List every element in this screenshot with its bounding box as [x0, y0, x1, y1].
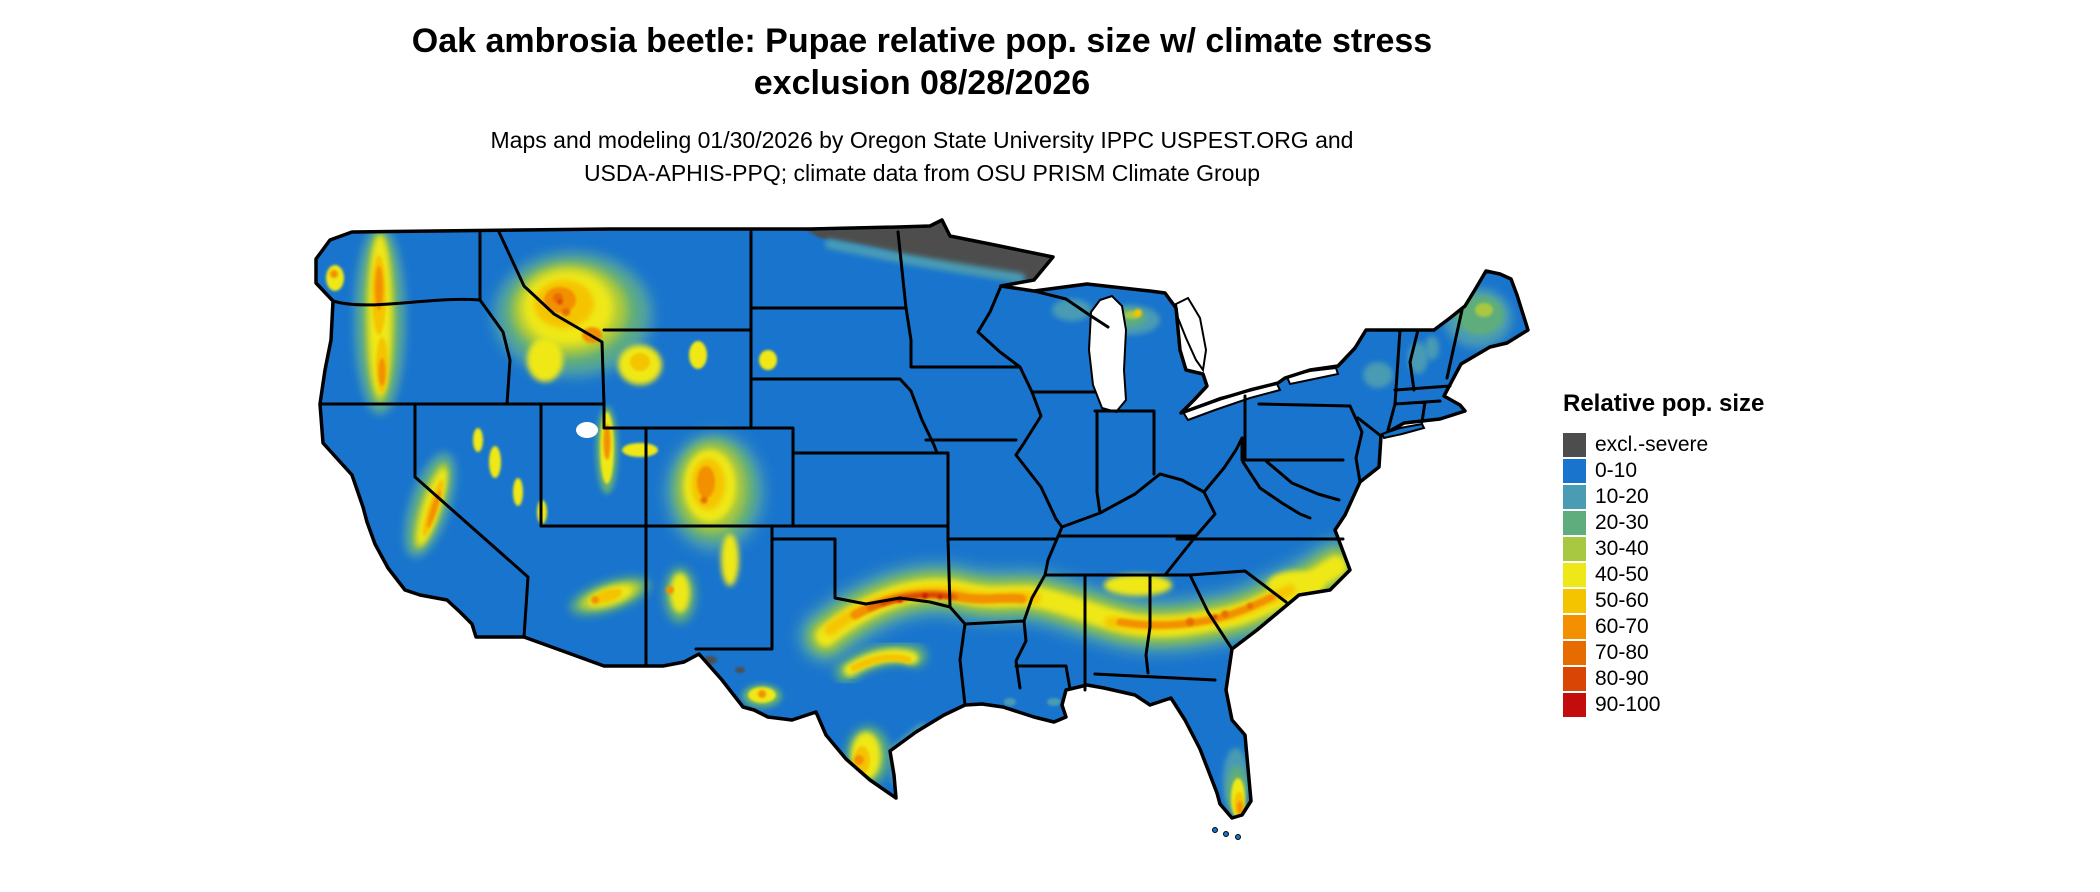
- class-80-90-stroke: [880, 593, 952, 606]
- florida-keys: [1212, 827, 1241, 840]
- legend-swatch: [1563, 588, 1586, 613]
- legend-item: 10-20: [1563, 484, 1764, 509]
- legend-items: excl.-severe 0-10 10-20 20-30 30-40 40-50 50-6…: [1563, 432, 1764, 717]
- lake-michigan: [1087, 294, 1128, 414]
- legend-item: excl.-severe: [1563, 432, 1764, 457]
- figure-subtitle: Maps and modeling 01/30/2026 by Oregon S…: [0, 124, 1844, 190]
- legend-title: Relative pop. size: [1563, 390, 1765, 417]
- legend-swatch: [1563, 692, 1586, 717]
- us-map: [314, 218, 1530, 840]
- long-island: [1380, 422, 1426, 440]
- legend-swatch: [1563, 666, 1586, 691]
- legend-item-label: 80-90: [1595, 666, 1649, 690]
- legend-item-label: 40-50: [1595, 562, 1649, 586]
- legend-item-label: 60-70: [1595, 614, 1649, 638]
- figure-header: Oak ambrosia beetle: Pupae relative pop.…: [0, 20, 1844, 190]
- legend-swatch: [1563, 484, 1586, 509]
- legend: Relative pop. size excl.-severe 0-10 10-20…: [1563, 390, 1764, 718]
- title-line-1: Oak ambrosia beetle: Pupae relative pop.…: [411, 22, 1433, 60]
- legend-item-label: 50-60: [1595, 588, 1649, 612]
- legend-swatch: [1563, 536, 1586, 561]
- legend-item: 90-100: [1563, 692, 1764, 717]
- legend-swatch: [1563, 432, 1586, 457]
- legend-item-label: 10-20: [1595, 484, 1649, 508]
- legend-item: 50-60: [1563, 588, 1764, 613]
- legend-item: 0-10: [1563, 458, 1764, 483]
- legend-item-label: 70-80: [1595, 640, 1649, 664]
- lake-huron: [1174, 296, 1208, 373]
- legend-item: 30-40: [1563, 536, 1764, 561]
- legend-item-label: 30-40: [1595, 536, 1649, 560]
- subtitle-line-2: USDA-APHIS-PPQ; climate data from OSU PR…: [583, 160, 1261, 186]
- state-borders: [318, 230, 1464, 707]
- legend-item-label: 0-10: [1595, 458, 1638, 482]
- legend-item: 60-70: [1563, 614, 1764, 639]
- subtitle-line-1: Maps and modeling 01/30/2026 by Oregon S…: [490, 127, 1354, 153]
- legend-item: 40-50: [1563, 562, 1764, 587]
- legend-swatch: [1563, 458, 1586, 483]
- great-salt-lake: [576, 422, 598, 438]
- legend-swatch: [1563, 614, 1586, 639]
- legend-item: 70-80: [1563, 640, 1764, 665]
- figure-title: Oak ambrosia beetle: Pupae relative pop.…: [0, 20, 1844, 104]
- legend-item-label: excl.-severe: [1595, 432, 1709, 456]
- legend-item-label: 20-30: [1595, 510, 1649, 534]
- legend-swatch: [1563, 640, 1586, 665]
- legend-item: 80-90: [1563, 666, 1764, 691]
- legend-item-label: 90-100: [1595, 692, 1661, 716]
- legend-item: 20-30: [1563, 510, 1764, 535]
- legend-swatch: [1563, 562, 1586, 587]
- legend-swatch: [1563, 510, 1586, 535]
- title-line-2: exclusion 08/28/2026: [753, 64, 1091, 102]
- raster-layers: [326, 220, 1512, 818]
